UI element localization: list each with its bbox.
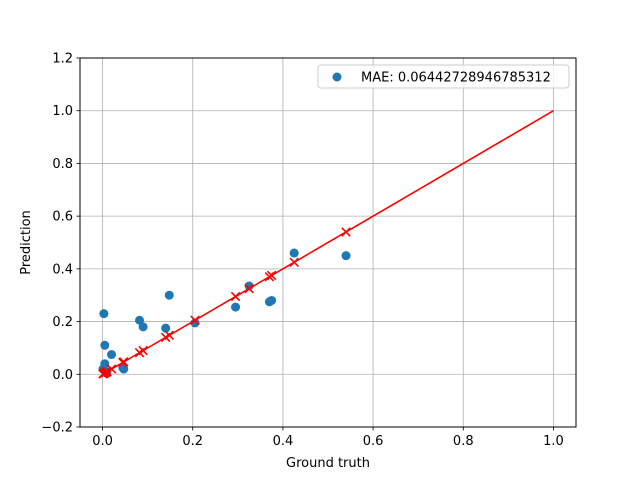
scatter-point — [161, 323, 171, 333]
plot-frame — [79, 57, 577, 428]
x-marker-point — [244, 283, 254, 294]
x-marker-point — [106, 364, 117, 374]
x-tick-label: 0.2 — [182, 434, 203, 449]
x-marker-point — [190, 315, 200, 326]
x-tick-label: 0.4 — [273, 434, 294, 449]
scatter-point — [289, 248, 299, 258]
scatter-point — [231, 302, 241, 312]
identity-line — [102, 110, 554, 375]
y-tick-label: 0.4 — [52, 262, 73, 277]
y-tick-label: 1.0 — [52, 104, 73, 119]
scatter-point — [119, 364, 129, 374]
axis-ticks: 0.0 0.2 0.4 0.6 0.8 1.0 −0.2 0.0 0.2 0.4 0.6 0.8 1.0… — [41, 52, 563, 450]
y-tick-label: 0.2 — [52, 315, 73, 330]
scatter-point — [135, 315, 145, 325]
scatter-point — [244, 281, 254, 291]
y-tick-label: 0.8 — [52, 157, 73, 172]
scatter-point — [138, 322, 148, 332]
scatter-point — [190, 318, 200, 328]
x-tick-label: 0.6 — [363, 434, 384, 449]
scatter-point — [100, 359, 110, 369]
scatter-point — [164, 290, 174, 300]
legend-marker — [332, 72, 342, 82]
scatter-point — [100, 340, 110, 350]
scatter-point — [267, 295, 277, 305]
x-tick-label: 1.0 — [543, 434, 564, 449]
plot-data — [98, 110, 554, 379]
scatter-point — [107, 350, 117, 360]
y-tick-label: 0.0 — [52, 368, 73, 383]
x-marker-point — [138, 345, 148, 356]
y-axis-label: Prediction — [19, 210, 34, 275]
y-tick-label: −0.2 — [41, 421, 73, 436]
scatter-point — [341, 251, 351, 261]
x-marker-point — [289, 257, 299, 268]
x-marker-point — [341, 227, 351, 237]
y-tick-label: 0.6 — [52, 210, 73, 225]
x-tick-label: 0.0 — [92, 434, 113, 449]
legend-label: MAE: 0.06442728946785312 — [361, 71, 551, 86]
x-marker-point — [230, 291, 241, 302]
legend: MAE: 0.06442728946785312 — [317, 64, 570, 89]
x-marker-point — [102, 366, 112, 377]
x-axis-label: Ground truth — [286, 456, 370, 471]
x-tick-label: 0.8 — [453, 434, 474, 449]
legend-box — [317, 64, 570, 89]
scatter-point — [99, 309, 109, 319]
y-tick-label: 1.2 — [52, 52, 73, 67]
x-marker-point — [266, 270, 277, 281]
x-marker-point — [118, 357, 129, 367]
x-marker-point — [164, 330, 175, 341]
